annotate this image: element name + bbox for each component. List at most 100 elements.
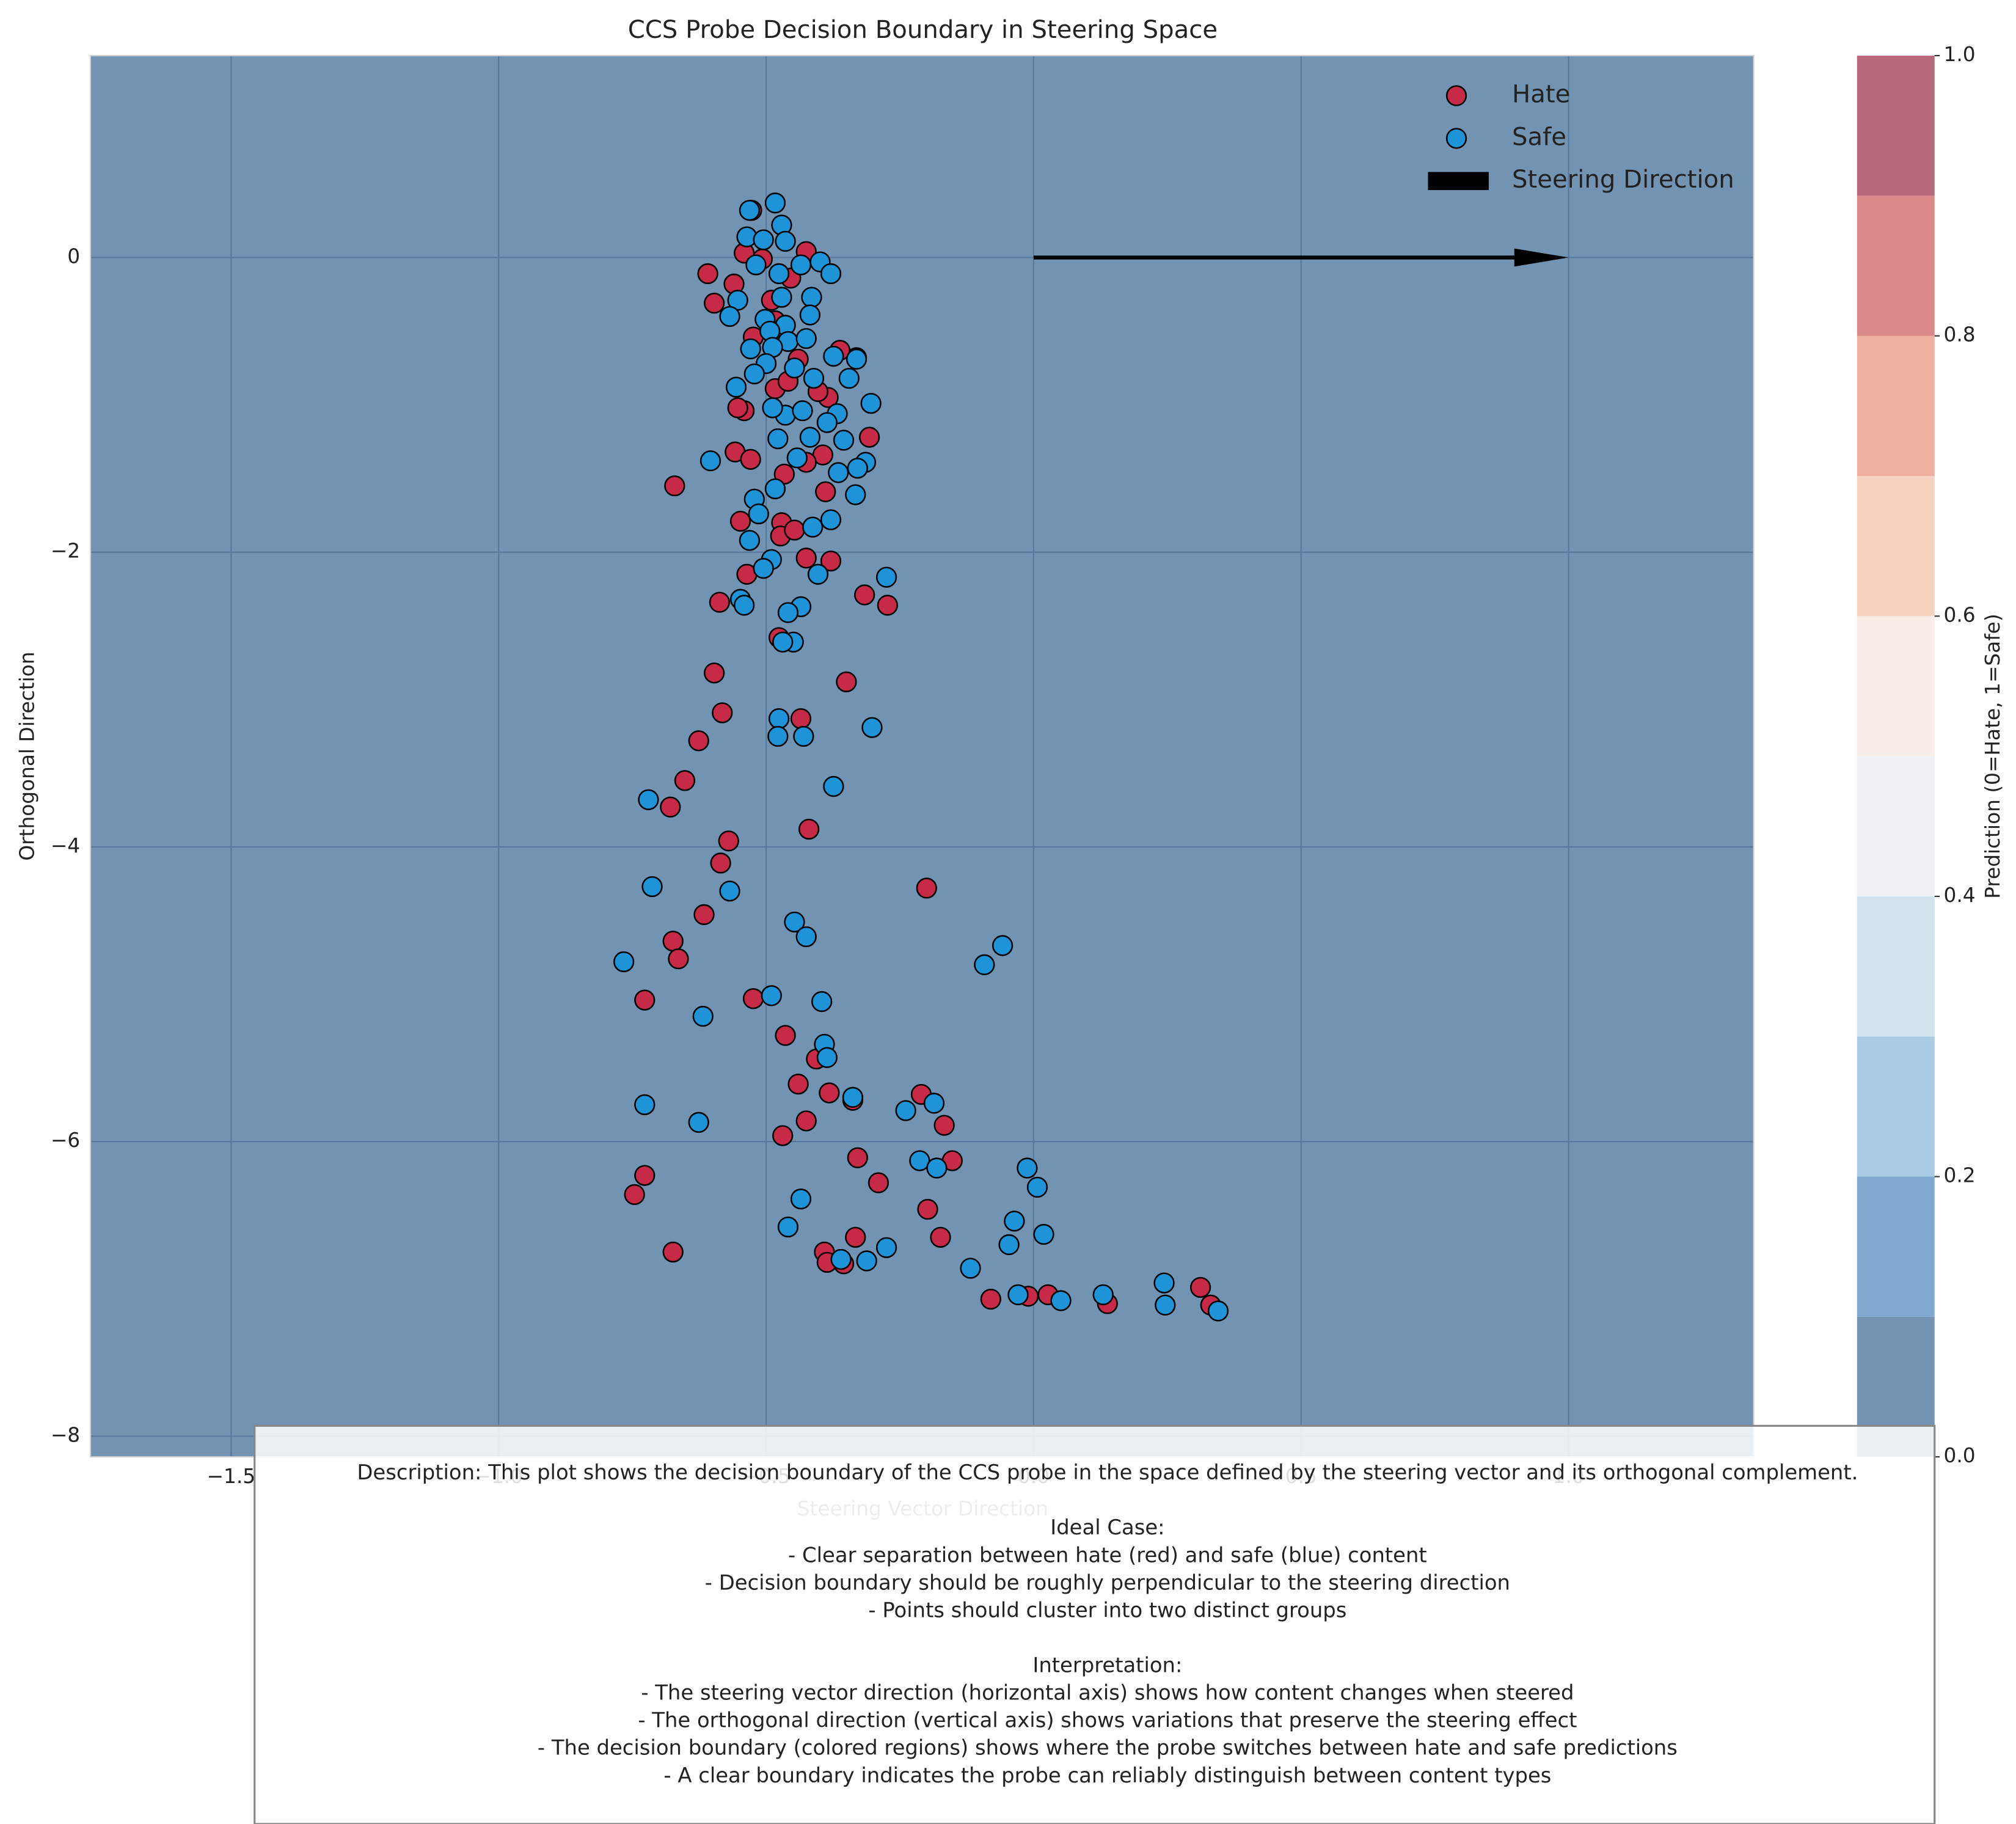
scatter-point bbox=[980, 1288, 1001, 1310]
colorbar-tick-label: 1.0 bbox=[1944, 43, 1976, 66]
scatter-point bbox=[860, 392, 882, 414]
scatter-point bbox=[771, 287, 792, 308]
scatter-point bbox=[634, 1165, 656, 1186]
scatter-point bbox=[624, 1184, 645, 1206]
scatter-point bbox=[660, 796, 681, 818]
description-line: Interpretation: bbox=[1032, 1654, 1182, 1677]
colorbar-band bbox=[1857, 756, 1935, 896]
scatter-point bbox=[740, 338, 761, 360]
scatter-point bbox=[745, 254, 767, 276]
scatter-point bbox=[856, 1250, 877, 1272]
colorbar-band bbox=[1857, 896, 1935, 1037]
scatter-point bbox=[1026, 1176, 1048, 1198]
scatter-point bbox=[1153, 1272, 1175, 1294]
scatter-point bbox=[767, 725, 789, 747]
scatter-point bbox=[662, 1241, 684, 1263]
chart-title: CCS Probe Decision Boundary in Steering … bbox=[628, 16, 1218, 44]
scatter-point bbox=[1155, 1294, 1176, 1316]
scatter-point bbox=[845, 1226, 866, 1248]
scatter-point bbox=[845, 348, 867, 370]
scatter-point bbox=[793, 725, 814, 747]
scatter-point bbox=[807, 563, 829, 585]
scatter-point bbox=[819, 1082, 840, 1104]
scatter-point bbox=[613, 951, 635, 973]
scatter-point bbox=[845, 484, 866, 505]
scatter-point bbox=[719, 306, 740, 327]
description-line: - Points should cluster into two distinc… bbox=[868, 1598, 1346, 1622]
legend-marker bbox=[1428, 172, 1489, 191]
scatter-point bbox=[775, 1025, 796, 1046]
scatter-point bbox=[820, 263, 842, 285]
scatter-point bbox=[795, 1110, 817, 1132]
scatter-point bbox=[1033, 1223, 1054, 1245]
colorbar-band bbox=[1857, 616, 1935, 756]
scatter-point bbox=[799, 427, 821, 448]
scatter-point bbox=[820, 509, 842, 530]
scatter-point bbox=[790, 254, 812, 276]
scatter-point bbox=[867, 1172, 889, 1193]
description-line: - The steering vector direction (horizon… bbox=[641, 1681, 1574, 1705]
colorbar-band bbox=[1857, 56, 1935, 196]
scatter-point bbox=[740, 449, 761, 470]
y-tick-label: −8 bbox=[51, 1423, 80, 1446]
scatter-point bbox=[823, 345, 844, 367]
scatter-point bbox=[1092, 1284, 1114, 1306]
scatter-point bbox=[803, 367, 825, 389]
scatter-point bbox=[709, 592, 731, 613]
colorbar-tick-label: 0.2 bbox=[1944, 1164, 1976, 1187]
scatter-point bbox=[830, 1248, 852, 1270]
scatter-point bbox=[926, 1157, 948, 1179]
colorbar-tick-label: 0.6 bbox=[1944, 603, 1976, 626]
legend-marker bbox=[1445, 85, 1467, 106]
scatter-point bbox=[816, 1047, 838, 1068]
scatter-point bbox=[734, 595, 755, 616]
scatter-point bbox=[861, 717, 883, 738]
scatter-point bbox=[847, 458, 868, 479]
legend-label: Safe bbox=[1512, 123, 1566, 151]
description-line: - Decision boundary should be roughly pe… bbox=[705, 1570, 1510, 1594]
scatter-point bbox=[1189, 1276, 1211, 1298]
scatter-point bbox=[753, 558, 774, 579]
scatter-point bbox=[974, 954, 995, 975]
scatter-point bbox=[662, 931, 684, 952]
scatter-point bbox=[719, 881, 740, 902]
legend-label: Hate bbox=[1512, 81, 1570, 109]
scatter-point bbox=[710, 852, 731, 874]
scatter-point bbox=[725, 376, 747, 398]
scatter-point bbox=[729, 510, 751, 532]
scatter-point bbox=[703, 293, 725, 314]
description-line: - A clear boundary indicates the probe c… bbox=[663, 1764, 1551, 1787]
colorbar-band bbox=[1857, 335, 1935, 476]
scatter-point bbox=[877, 595, 898, 616]
scatter-point bbox=[838, 367, 860, 389]
scatter-point bbox=[801, 287, 822, 308]
scatter-point bbox=[1017, 1157, 1038, 1179]
scatter-point bbox=[772, 631, 794, 653]
scatter-point bbox=[823, 775, 844, 797]
scatter-point bbox=[895, 1100, 916, 1121]
scatter-point bbox=[748, 503, 769, 525]
scatter-point bbox=[847, 1147, 868, 1168]
scatter-point bbox=[634, 1094, 656, 1115]
scatter-point bbox=[664, 475, 685, 497]
scatter-point bbox=[777, 602, 799, 623]
y-axis-label: Orthogonal Direction bbox=[16, 652, 39, 861]
scatter-point bbox=[854, 584, 875, 606]
scatter-point bbox=[1007, 1284, 1029, 1306]
description-line: Description: This plot shows the decisio… bbox=[357, 1460, 1858, 1484]
scatter-point bbox=[753, 229, 774, 251]
scatter-point bbox=[775, 230, 796, 252]
scatter-point bbox=[768, 263, 790, 285]
scatter-point bbox=[811, 991, 833, 1013]
scatter-point bbox=[833, 430, 855, 451]
description-line: Ideal Case: bbox=[1050, 1515, 1164, 1539]
scatter-point bbox=[795, 328, 817, 350]
scatter-point bbox=[638, 789, 659, 810]
scatter-point bbox=[816, 412, 838, 433]
scatter-point bbox=[820, 550, 842, 572]
scatter-point bbox=[858, 427, 880, 448]
scatter-point bbox=[727, 397, 748, 419]
scatter-point bbox=[1004, 1211, 1025, 1232]
